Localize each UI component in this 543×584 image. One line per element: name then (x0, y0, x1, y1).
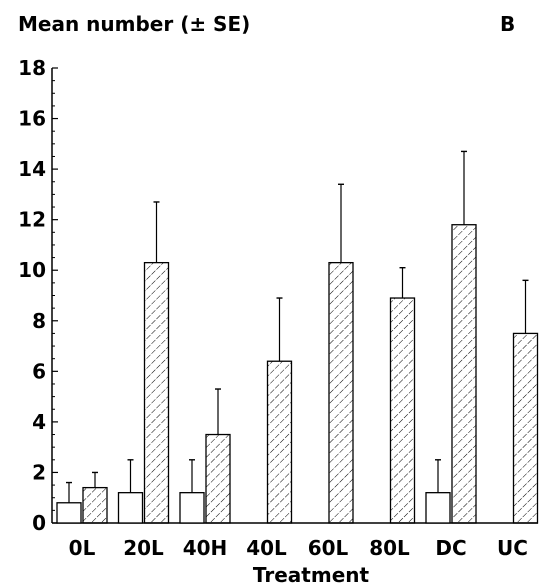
open-bar (179, 492, 205, 524)
x-tick-label: 40H (183, 536, 228, 560)
hatched-bar (451, 224, 477, 524)
hatched-bar (266, 360, 293, 524)
open-bar (56, 502, 82, 524)
x-tick-label: 0L (69, 536, 96, 560)
open-bar (117, 492, 144, 524)
y-tick-label: 2 (32, 460, 46, 484)
x-tick-label: UC (497, 536, 528, 560)
x-tick-label: 80L (369, 536, 410, 560)
y-tick-label: 4 (32, 410, 46, 434)
y-axis: 0 2 4 6 8 10 12 14 16 18 (18, 56, 58, 535)
x-tick-label: DC (435, 536, 466, 560)
x-tick-label: 60L (308, 536, 349, 560)
bars (56, 150, 539, 524)
panel-label: B (500, 12, 515, 36)
hatched-bar (143, 261, 170, 524)
x-axis-title: Treatment (253, 563, 370, 584)
y-tick-label: 16 (18, 107, 46, 131)
y-tick-label: 8 (32, 309, 46, 333)
y-tick-label: 10 (18, 258, 46, 282)
hatched-bar (328, 261, 354, 524)
y-tick-label: 18 (18, 56, 46, 80)
y-tick-label: 6 (32, 359, 46, 383)
x-axis: 0L 20L 40H 40L 60L 80L DC UC (52, 522, 538, 560)
x-tick-label: 20L (123, 536, 164, 560)
hatched-bar (512, 332, 539, 524)
y-tick-label: 12 (18, 208, 46, 232)
hatched-bar (205, 433, 231, 524)
x-tick-label: 40L (246, 536, 287, 560)
open-bar (425, 492, 451, 524)
hatched-bar (82, 486, 108, 524)
hatched-bar (389, 297, 416, 524)
y-tick-label: 0 (32, 511, 46, 535)
chart-title: Mean number (± SE) (18, 12, 250, 36)
y-tick-label: 14 (18, 157, 46, 181)
